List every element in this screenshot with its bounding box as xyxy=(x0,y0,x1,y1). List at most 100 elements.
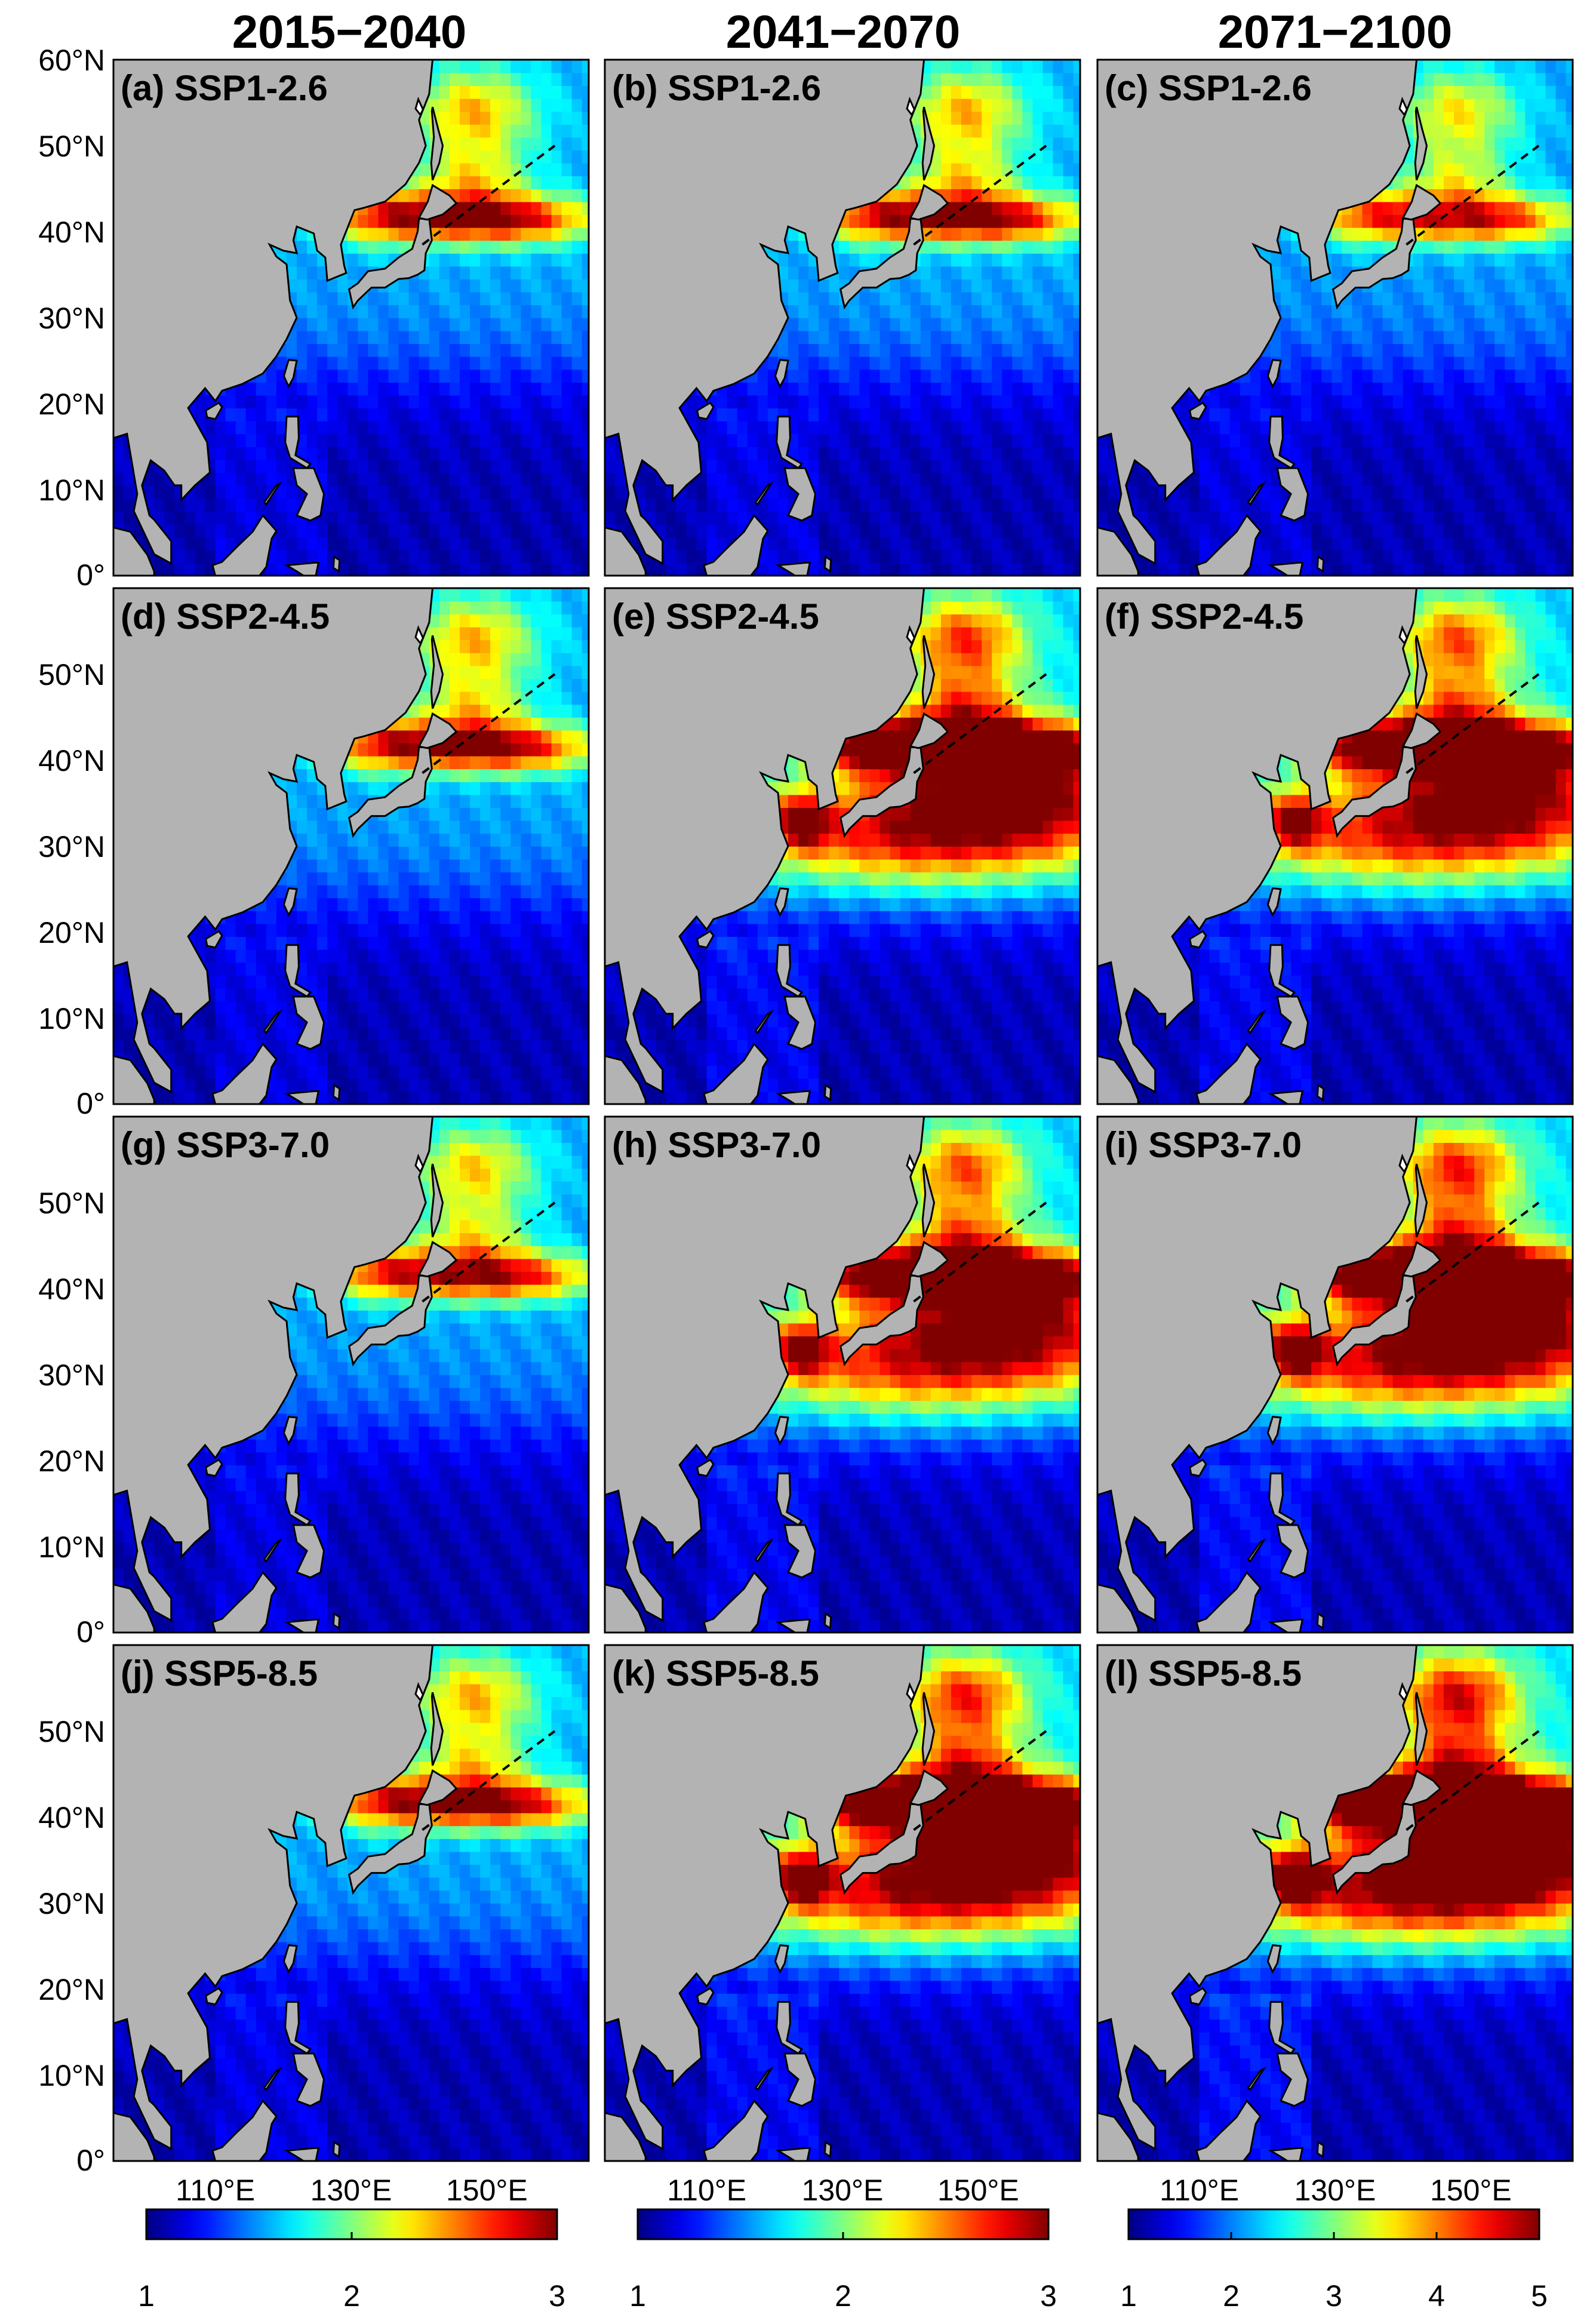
heatmap-cell xyxy=(849,330,860,344)
heatmap-cell xyxy=(1545,498,1557,512)
heatmap-cell xyxy=(1464,266,1475,279)
heatmap-cell xyxy=(1352,511,1363,525)
column-title: 2071−2100 xyxy=(1218,5,1453,58)
heatmap-cell xyxy=(1179,562,1190,576)
heatmap-cell xyxy=(1494,266,1506,279)
heatmap-cell xyxy=(358,382,369,396)
heatmap-cell xyxy=(511,434,522,447)
heatmap-cell xyxy=(808,291,819,306)
heatmap-cell xyxy=(982,162,992,177)
heatmap-cell xyxy=(347,382,359,396)
heatmap-cell xyxy=(1535,395,1546,408)
heatmap-cell xyxy=(1454,395,1465,408)
heatmap-cell xyxy=(521,537,532,551)
heatmap-cell xyxy=(1331,459,1343,473)
heatmap-cell xyxy=(767,447,779,460)
heatmap-cell xyxy=(869,356,881,370)
heatmap-cell xyxy=(531,395,542,408)
heatmap-cell xyxy=(1012,98,1023,112)
heatmap-cell xyxy=(900,343,911,357)
heatmap-cell xyxy=(1352,498,1363,512)
heatmap-cell xyxy=(297,240,307,254)
heatmap-cell xyxy=(408,511,420,525)
heatmap-cell xyxy=(615,472,626,486)
heatmap-cell xyxy=(992,240,1003,254)
heatmap-cell xyxy=(388,485,399,499)
heatmap-cell xyxy=(449,60,460,73)
heatmap-cell xyxy=(869,291,881,306)
heatmap-cell xyxy=(910,511,921,525)
heatmap-cell xyxy=(1443,382,1454,396)
heatmap-cell xyxy=(531,382,542,396)
heatmap-cell xyxy=(1525,253,1536,267)
heatmap-cell xyxy=(388,524,399,537)
heatmap-cell xyxy=(1073,382,1080,396)
heatmap-cell xyxy=(788,330,799,344)
heatmap-cell xyxy=(1321,537,1333,551)
heatmap-cell xyxy=(439,305,450,318)
heatmap-cell xyxy=(1352,420,1363,435)
heatmap-cell xyxy=(940,137,952,150)
heatmap-cell xyxy=(276,472,287,486)
heatmap-cell xyxy=(808,356,819,370)
heatmap-cell xyxy=(419,279,430,293)
heatmap-cell xyxy=(500,434,512,447)
heatmap-cell xyxy=(920,240,931,254)
heatmap-cell xyxy=(266,447,277,460)
heatmap-cell xyxy=(297,395,307,408)
heatmap-cell xyxy=(1382,511,1394,525)
heatmap-cell xyxy=(449,434,460,447)
heatmap-cell xyxy=(1032,162,1044,177)
heatmap-cell xyxy=(982,498,992,512)
heatmap-cell xyxy=(940,318,952,331)
heatmap-cell xyxy=(205,524,216,537)
heatmap-cell xyxy=(1240,434,1251,447)
heatmap-cell xyxy=(910,562,921,576)
heatmap-cell xyxy=(1372,305,1383,318)
heatmap-cell xyxy=(1063,498,1074,512)
heatmap-cell xyxy=(1545,511,1557,525)
heatmap-cell xyxy=(798,330,809,344)
heatmap-cell xyxy=(287,549,297,564)
heatmap-cell xyxy=(808,343,819,357)
heatmap-cell xyxy=(716,420,728,435)
heatmap-cell xyxy=(869,459,881,473)
heatmap-cell xyxy=(1362,356,1373,370)
heatmap-cell xyxy=(551,524,562,537)
heatmap-cell xyxy=(1566,279,1573,293)
heatmap-cell xyxy=(347,485,359,499)
heatmap-cell xyxy=(1535,356,1546,370)
heatmap-cell xyxy=(1032,343,1044,357)
heatmap-cell xyxy=(1063,253,1074,267)
heatmap-cell xyxy=(561,85,573,99)
heatmap-cell xyxy=(1545,343,1557,357)
heatmap-cell xyxy=(347,447,359,460)
heatmap-cell xyxy=(930,549,942,564)
heatmap-cell xyxy=(757,408,768,422)
heatmap-cell xyxy=(696,472,708,486)
heatmap-cell xyxy=(470,227,481,241)
heatmap-cell xyxy=(1063,227,1074,241)
heatmap-cell xyxy=(490,85,501,99)
heatmap-cell xyxy=(1443,279,1454,293)
heatmap-cell xyxy=(571,537,583,551)
heatmap-cell xyxy=(378,201,389,215)
heatmap-cell xyxy=(1474,408,1485,422)
heatmap-cell xyxy=(1063,537,1074,551)
heatmap-cell xyxy=(747,434,758,447)
heatmap-cell xyxy=(951,434,962,447)
heatmap-cell xyxy=(1209,537,1220,551)
heatmap-cell xyxy=(961,176,972,189)
heatmap-cell xyxy=(459,266,470,279)
heatmap-cell xyxy=(982,472,992,486)
heatmap-cell xyxy=(1494,279,1506,293)
heatmap-cell xyxy=(368,459,379,473)
heatmap-cell xyxy=(890,420,901,435)
heatmap-cell xyxy=(1525,408,1536,422)
heatmap-cell xyxy=(900,330,911,344)
heatmap-cell xyxy=(1219,408,1231,422)
heatmap-cell xyxy=(307,537,318,551)
heatmap-cell xyxy=(1063,330,1074,344)
heatmap-cell xyxy=(1032,356,1044,370)
heatmap-cell xyxy=(961,98,972,112)
